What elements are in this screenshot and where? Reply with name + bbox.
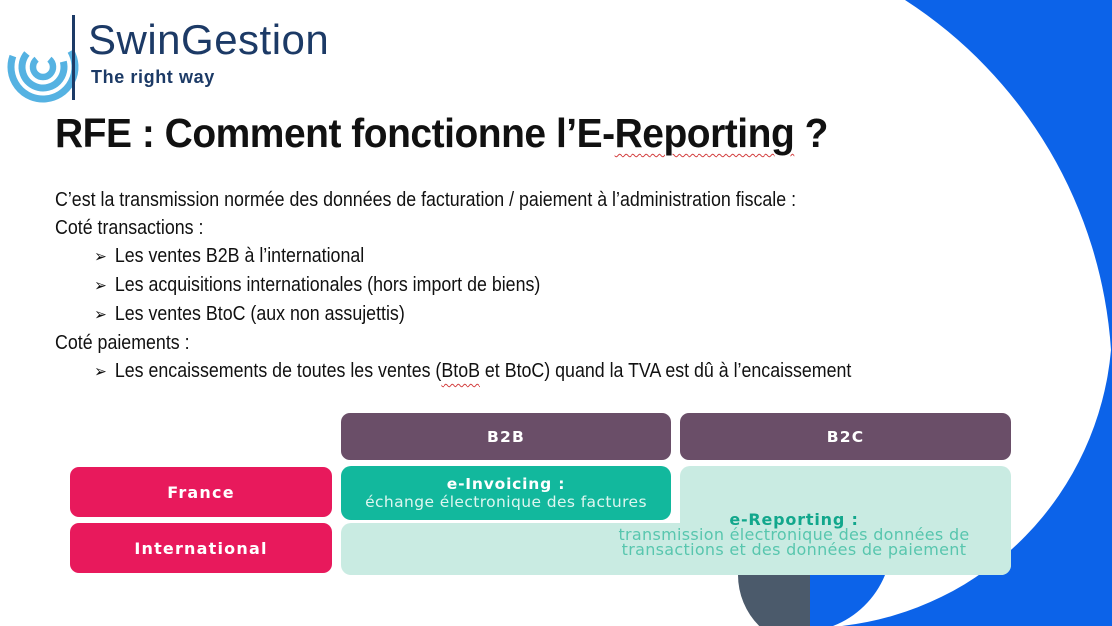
e-reporting-description-line2: transactions et des données de paiement bbox=[621, 540, 967, 559]
bullet-item: ➢ Les encaissements de toutes les ventes… bbox=[55, 357, 851, 386]
bullet-text: Les acquisitions internationales (hors i… bbox=[114, 274, 541, 296]
arrow-bullet-icon: ➢ bbox=[94, 362, 107, 382]
section-transactions: Coté transactions : bbox=[55, 217, 204, 239]
logo-tagline: The right way bbox=[91, 67, 215, 87]
title-spellcheck-word: Reporting bbox=[614, 110, 795, 156]
bullet-spellcheck-word: BtoB bbox=[441, 360, 480, 382]
slide-title: RFE : Comment fonctionne l’E-Reporting ? bbox=[55, 110, 828, 157]
e-reporting-label: e-Reporting : transmission électronique … bbox=[573, 510, 1015, 559]
body-text-block: C’est la transmission normée des données… bbox=[55, 186, 851, 386]
logo-divider bbox=[72, 15, 75, 100]
blue-bottom-circle-shape bbox=[810, 575, 885, 626]
row-header-international: International bbox=[70, 523, 332, 573]
bullet-item: ➢ Les ventes B2B à l’international bbox=[55, 242, 851, 271]
intro-line: C’est la transmission normée des données… bbox=[55, 189, 797, 211]
e-reporting-title: e-Reporting : bbox=[729, 510, 859, 529]
title-post: ? bbox=[794, 110, 829, 156]
e-invoicing-cell: e-Invoicing : échange électronique des f… bbox=[341, 466, 671, 520]
arrow-bullet-icon: ➢ bbox=[94, 247, 107, 267]
bullet-text: Les encaissements de toutes les ventes (… bbox=[114, 360, 852, 382]
column-header-b2b: B2B bbox=[341, 413, 671, 460]
section-paiements: Coté paiements : bbox=[55, 332, 190, 354]
arrow-bullet-icon: ➢ bbox=[94, 276, 107, 296]
e-invoicing-description: échange électronique des factures bbox=[365, 493, 647, 511]
e-reporting-region-international-row bbox=[341, 523, 1011, 575]
slate-half-circle-shape bbox=[738, 575, 810, 626]
arrow-bullet-icon: ➢ bbox=[94, 305, 107, 325]
title-pre: RFE : Comment fonctionne l’E- bbox=[55, 110, 615, 156]
e-invoicing-title: e-Invoicing : bbox=[446, 475, 566, 493]
logo-name: SwinGestion bbox=[88, 16, 330, 63]
row-header-france: France bbox=[70, 467, 332, 517]
bullet-item: ➢ Les ventes BtoC (aux non assujettis) bbox=[55, 300, 851, 329]
column-header-b2c: B2C bbox=[680, 413, 1011, 460]
bullet-text: Les ventes BtoC (aux non assujettis) bbox=[114, 303, 405, 325]
bullet-item: ➢ Les acquisitions internationales (hors… bbox=[55, 271, 851, 300]
e-reporting-description-line1: transmission électronique des données de bbox=[618, 525, 970, 544]
bullet-text: Les ventes B2B à l’international bbox=[114, 245, 365, 267]
blue-corner-curve-shape bbox=[842, 0, 1112, 626]
